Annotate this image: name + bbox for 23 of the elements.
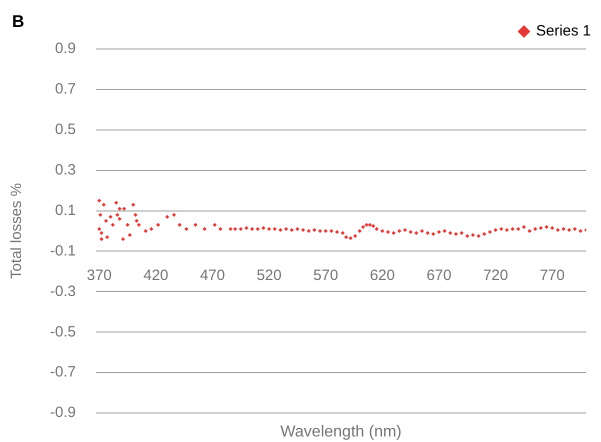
- x-tick-label: 520: [256, 267, 282, 284]
- x-tick-label: 720: [483, 267, 508, 284]
- legend-label: Series 1: [536, 22, 592, 40]
- x-tick-label: 570: [313, 267, 338, 284]
- y-tick-label: 0.9: [54, 40, 76, 58]
- x-axis-title: Wavelength (nm): [280, 423, 402, 440]
- x-tick-label: 470: [200, 267, 225, 284]
- y-tick-label: -0.7: [50, 364, 76, 381]
- x-tick-label: 770: [540, 267, 565, 284]
- y-tick-label: -0.1: [50, 242, 76, 260]
- chart-title: B: [12, 12, 24, 32]
- y-axis-title: Total losses %: [8, 183, 26, 279]
- y-tick-label: 0.5: [54, 121, 76, 138]
- y-tick-label: 0.7: [54, 80, 76, 98]
- y-tick-label: -0.9: [50, 404, 76, 422]
- y-tick-label: 0.1: [54, 202, 76, 219]
- x-tick-label: 370: [86, 267, 112, 284]
- y-tick-label: 0.3: [54, 161, 76, 178]
- x-tick-label: 620: [370, 267, 395, 284]
- x-tick-label: 670: [426, 267, 452, 284]
- y-tick-label: -0.3: [50, 282, 76, 300]
- y-tick-label: -0.5: [50, 323, 76, 340]
- x-tick-label: 420: [143, 267, 168, 284]
